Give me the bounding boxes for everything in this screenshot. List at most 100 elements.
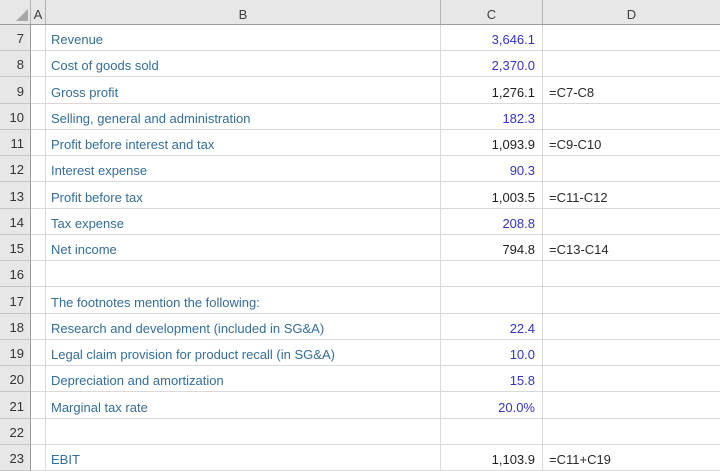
select-all-corner[interactable] [0,0,31,24]
sheet-row-7: 7 Revenue3,646.1 [0,25,720,51]
cell-A15[interactable] [31,235,46,261]
cell-A7[interactable] [31,25,46,51]
cell-C18[interactable]: 22.4 [441,314,543,340]
cell-D22[interactable] [543,419,720,445]
sheet-row-9: 9 Gross profit1,276.1=C7-C8 [0,77,720,103]
cell-A9[interactable] [31,77,46,103]
cell-B12[interactable]: Interest expense [46,156,441,182]
row-header-17[interactable]: 17 [0,287,31,313]
sheet-row-23: 23 EBIT1,103.9=C11+C19 [0,445,720,471]
column-header-C[interactable]: C [441,0,543,24]
cell-B9[interactable]: Gross profit [46,77,441,103]
cell-C12[interactable]: 90.3 [441,156,543,182]
cell-B15[interactable]: Net income [46,235,441,261]
cell-C16[interactable] [441,261,543,287]
row-header-16[interactable]: 16 [0,261,31,287]
row-header-19[interactable]: 19 [0,340,31,366]
cell-B8[interactable]: Cost of goods sold [46,51,441,77]
sheet-row-22: 22 [0,419,720,445]
cell-C22[interactable] [441,419,543,445]
cell-D21[interactable] [543,392,720,418]
cell-A14[interactable] [31,209,46,235]
cell-C15[interactable]: 794.8 [441,235,543,261]
cell-B11[interactable]: Profit before interest and tax [46,130,441,156]
cell-C17[interactable] [441,287,543,313]
cell-D13[interactable]: =C11-C12 [543,182,720,208]
cell-B10[interactable]: Selling, general and administration [46,104,441,130]
cell-D20[interactable] [543,366,720,392]
cell-D19[interactable] [543,340,720,366]
row-header-18[interactable]: 18 [0,314,31,340]
cell-B16[interactable] [46,261,441,287]
column-header-D[interactable]: D [543,0,720,24]
cell-B13[interactable]: Profit before tax [46,182,441,208]
column-header-B[interactable]: B [46,0,441,24]
row-header-15[interactable]: 15 [0,235,31,261]
cell-C20[interactable]: 15.8 [441,366,543,392]
cell-D17[interactable] [543,287,720,313]
row-header-10[interactable]: 10 [0,104,31,130]
cell-A13[interactable] [31,182,46,208]
cell-A16[interactable] [31,261,46,287]
cell-B7[interactable]: Revenue [46,25,441,51]
cell-C10[interactable]: 182.3 [441,104,543,130]
cell-D23[interactable]: =C11+C19 [543,445,720,471]
sheet-row-16: 16 [0,261,720,287]
cell-D7[interactable] [543,25,720,51]
row-header-22[interactable]: 22 [0,419,31,445]
cell-D16[interactable] [543,261,720,287]
sheet-row-20: 20 Depreciation and amortization15.8 [0,366,720,392]
cell-D10[interactable] [543,104,720,130]
cell-B19[interactable]: Legal claim provision for product recall… [46,340,441,366]
cell-B14[interactable]: Tax expense [46,209,441,235]
cell-A10[interactable] [31,104,46,130]
cell-A11[interactable] [31,130,46,156]
cell-C21[interactable]: 20.0% [441,392,543,418]
row-header-11[interactable]: 11 [0,130,31,156]
cell-A8[interactable] [31,51,46,77]
cell-B20[interactable]: Depreciation and amortization [46,366,441,392]
cell-B21[interactable]: Marginal tax rate [46,392,441,418]
row-header-21[interactable]: 21 [0,392,31,418]
column-header-A[interactable]: A [31,0,46,24]
cell-B22[interactable] [46,419,441,445]
cell-B17[interactable]: The footnotes mention the following: [46,287,441,313]
cell-C9[interactable]: 1,276.1 [441,77,543,103]
cell-D8[interactable] [543,51,720,77]
row-header-23[interactable]: 23 [0,445,31,471]
cell-C7[interactable]: 3,646.1 [441,25,543,51]
cell-A18[interactable] [31,314,46,340]
cell-D15[interactable]: =C13-C14 [543,235,720,261]
cell-D11[interactable]: =C9-C10 [543,130,720,156]
cell-D14[interactable] [543,209,720,235]
cell-A21[interactable] [31,392,46,418]
sheet-row-8: 8 Cost of goods sold2,370.0 [0,51,720,77]
cell-B23[interactable]: EBIT [46,445,441,471]
cell-B18[interactable]: Research and development (included in SG… [46,314,441,340]
cell-C19[interactable]: 10.0 [441,340,543,366]
cell-C23[interactable]: 1,103.9 [441,445,543,471]
cell-D9[interactable]: =C7-C8 [543,77,720,103]
row-header-13[interactable]: 13 [0,182,31,208]
cell-A23[interactable] [31,445,46,471]
cell-C8[interactable]: 2,370.0 [441,51,543,77]
cell-A20[interactable] [31,366,46,392]
cell-C14[interactable]: 208.8 [441,209,543,235]
sheet-row-11: 11 Profit before interest and tax1,093.9=… [0,130,720,156]
cell-A22[interactable] [31,419,46,445]
row-header-8[interactable]: 8 [0,51,31,77]
sheet-grid: 7 Revenue3,646.1 8 Cost of goods sold2,370.… [0,25,720,471]
select-all-icon [16,9,28,21]
cell-D18[interactable] [543,314,720,340]
cell-A12[interactable] [31,156,46,182]
cell-D12[interactable] [543,156,720,182]
cell-C13[interactable]: 1,003.5 [441,182,543,208]
cell-A17[interactable] [31,287,46,313]
cell-A19[interactable] [31,340,46,366]
row-header-20[interactable]: 20 [0,366,31,392]
row-header-12[interactable]: 12 [0,156,31,182]
row-header-14[interactable]: 14 [0,209,31,235]
row-header-7[interactable]: 7 [0,25,31,51]
row-header-9[interactable]: 9 [0,77,31,103]
cell-C11[interactable]: 1,093.9 [441,130,543,156]
